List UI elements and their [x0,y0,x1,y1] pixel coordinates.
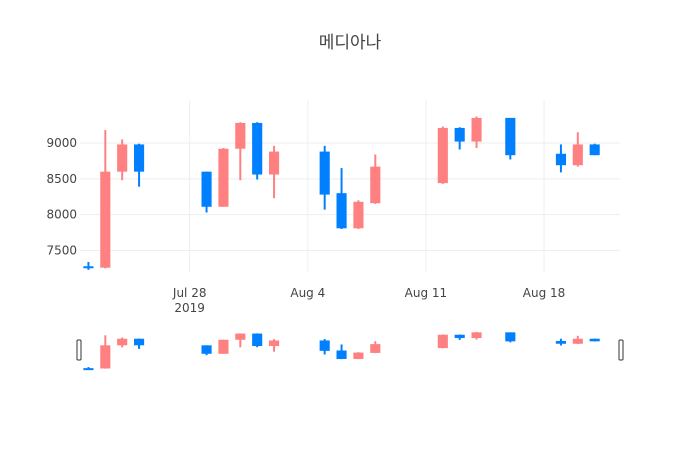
candle [589,143,600,156]
candle-body [336,350,347,359]
slider-candle [370,341,381,354]
candle-body [454,334,465,339]
candle-body [83,368,94,371]
slider-candle [201,345,212,356]
slider-candle [353,352,364,360]
candle [235,122,246,181]
x-tick-year-label: 2019 [174,301,205,315]
slider-candle [471,332,482,340]
slider-candle [269,339,280,352]
candle [100,130,111,269]
candle-body [505,332,516,342]
candle-body [218,148,229,207]
slider-candle [134,338,145,349]
candle [83,261,94,270]
candle-body [370,344,381,353]
candle-body [252,122,263,175]
candle-body [235,122,246,149]
candle-body [83,266,94,269]
candle [134,143,145,187]
x-tick-label: Jul 28 [172,286,207,300]
candle-body [555,340,566,344]
y-tick-label: 8500 [46,172,77,186]
candle [269,145,280,199]
candle-body [589,338,600,342]
range-slider-handle-left[interactable] [76,339,82,361]
candle-body [218,339,229,354]
candles-main [83,116,600,270]
candle-body [235,333,246,340]
candle [572,132,583,167]
x-tick-label: Aug 11 [405,286,448,300]
slider-candle [589,338,600,342]
slider-candle [336,344,347,360]
slider-candle [555,338,566,346]
y-tick-label: 8000 [46,208,77,222]
slider-candle [100,335,111,369]
candle-body [370,166,381,204]
candle-body [269,340,280,347]
candle-body [319,151,330,195]
y-tick-label: 9000 [46,136,77,150]
candle [505,117,516,160]
x-tick-label: Aug 18 [523,286,566,300]
candle-body [353,201,364,229]
candle-body [134,144,145,172]
candle-body [134,338,145,346]
slider-candle [235,333,246,348]
slider-candle [437,334,448,349]
candle-body [201,345,212,354]
candle-body [454,127,465,142]
grid-layer [80,100,620,272]
candle [117,139,128,181]
candle-body [353,352,364,359]
candle-body [319,340,330,351]
candle [454,127,465,150]
candle [471,116,482,149]
chart-title: 메디아나 [319,33,382,53]
x-tick-label: Aug 4 [290,286,325,300]
slider-candle [83,367,94,371]
slider-candle [572,335,583,345]
candle [353,200,364,229]
candle-body [100,345,111,369]
candle-body [201,171,212,207]
candle [336,168,347,229]
candle [201,171,212,213]
slider-candle [252,333,263,348]
candle-body [471,117,482,142]
candle-body [572,338,583,344]
slider-candle [117,337,128,348]
candle-body [572,144,583,166]
candle-body [252,333,263,347]
candle-body [269,151,280,175]
candle-body [437,334,448,349]
candle-body [589,144,600,156]
candle-body [117,338,128,346]
candle-body [437,127,448,184]
candle-body [117,144,128,172]
range-slider[interactable] [76,332,624,371]
range-slider-handle-right[interactable] [618,339,624,361]
candle-body [471,332,482,339]
candle [555,144,566,173]
candle-body [505,117,516,156]
y-axis-ticks: 7500 8000 8500 9000 [46,136,77,258]
candle-body [100,171,111,268]
candle-body [336,193,347,229]
y-tick-label: 7500 [46,244,77,258]
slider-candle [319,339,330,355]
slider-candle [505,332,516,343]
candle [319,145,330,210]
candle [218,148,229,207]
candle [437,126,448,184]
slider-candle [454,334,465,340]
candle [370,154,381,204]
slider-candle [218,339,229,354]
candle-body [555,153,566,166]
candle [252,122,263,180]
